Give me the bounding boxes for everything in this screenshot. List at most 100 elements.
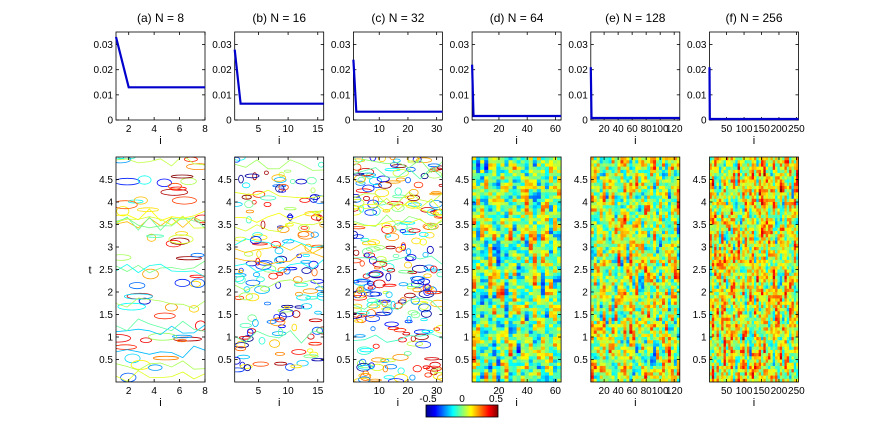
x-axis-label: i [278,135,280,147]
heatmap-cell [512,253,517,258]
heatmap-cell [653,317,657,322]
heatmap-cell [662,166,666,171]
heatmap-cell [676,311,680,315]
heatmap-cell [602,185,607,190]
heatmap-cell [714,324,717,328]
heatmap-cell [653,250,657,254]
heatmap-cell [608,330,612,335]
heatmap-cell [504,202,509,206]
heatmap-cell [608,279,612,283]
heatmap-cell [626,163,630,168]
heatmap-cell [718,202,722,206]
heatmap-cell [617,356,621,360]
heatmap-cell [673,282,678,286]
heatmap-cell [667,205,672,209]
heatmap-cell [647,356,651,360]
heatmap-cell [492,365,497,370]
heatmap-cell [626,337,630,341]
contour-line [234,356,241,365]
heatmap-cell [650,240,654,245]
heatmap-cell [504,176,509,180]
contour-line [234,157,241,163]
heatmap-cell [620,208,624,213]
heatmap-cell [508,359,513,364]
heatmap-cell [723,192,727,196]
heatmap-cell [673,182,678,187]
heatmap-cell [596,218,601,222]
heatmap-cell [662,243,666,248]
heatmap-cell [472,189,477,193]
heatmap-cell [608,314,612,319]
series-line [471,64,562,118]
heatmap-cell [673,227,678,232]
contour-line [374,188,390,198]
heatmap-cell [641,211,645,216]
heatmap-cell [553,327,558,331]
heatmap-cell [504,292,509,296]
heatmap-cell [593,173,598,177]
heatmap-cell [532,375,538,380]
heatmap-cell [472,333,477,338]
heatmap-cell [504,198,509,203]
contour-line [116,216,205,229]
heatmap-cell [670,372,675,376]
heatmap-cell [504,230,509,235]
heatmap-cell [472,202,477,206]
heatmap-cell [508,340,513,344]
heatmap-cell [635,247,639,251]
heatmap-cell [611,192,615,196]
heatmap-cell [614,192,618,196]
heatmap-cell [714,205,717,209]
heatmap-cell [596,372,601,376]
heatmap-cell [629,295,633,299]
heatmap-cell [540,179,546,184]
contour-line [381,225,394,234]
heatmap-cell [602,295,607,299]
heatmap-cell [532,240,538,245]
heatmap-cell [716,266,720,270]
heatmap-cell [512,218,517,222]
heatmap-cell [670,346,675,351]
heatmap-cell [548,285,554,290]
heatmap-cell [508,234,513,238]
heatmap-cell [673,195,678,200]
heatmap-cell [644,279,648,283]
heatmap-cell [520,301,526,306]
heatmap-cell [647,192,651,196]
heatmap-cell [716,160,720,164]
heatmap-cell [524,330,530,335]
heatmap-cell [472,166,477,171]
contour-line [239,322,252,328]
heatmap-cell [593,189,598,193]
contour-line [415,340,432,349]
heatmap-cell [662,185,666,190]
heatmap-cell [484,166,489,171]
contour-line [260,195,277,201]
heatmap-cell [650,221,654,225]
heatmap-cell [664,202,669,206]
heatmap-cell [557,292,562,296]
heatmap-cell [709,237,713,241]
heatmap-cell [496,340,501,344]
heatmap-cell [629,311,633,315]
heatmap-cell [472,243,477,248]
heatmap-cell [528,359,534,364]
heatmap-cell [614,311,618,315]
heatmap-cell [626,173,630,177]
heatmap-cell [629,292,633,296]
heatmap-cell [593,202,598,206]
contour-line [292,276,303,284]
heatmap-cell [638,279,642,283]
heatmap-cell [480,198,485,203]
heatmap-cell [504,365,509,370]
heatmap-cell [480,266,485,270]
contour-line [372,279,386,289]
heatmap-cell [644,340,648,344]
heatmap-cell [667,375,672,380]
heatmap-cell [653,247,657,251]
heatmap-cell [644,298,648,303]
heatmap-cell [656,359,660,364]
heatmap-cell [638,256,642,261]
heatmap-cell [635,275,639,280]
heatmap-cell [676,288,680,293]
